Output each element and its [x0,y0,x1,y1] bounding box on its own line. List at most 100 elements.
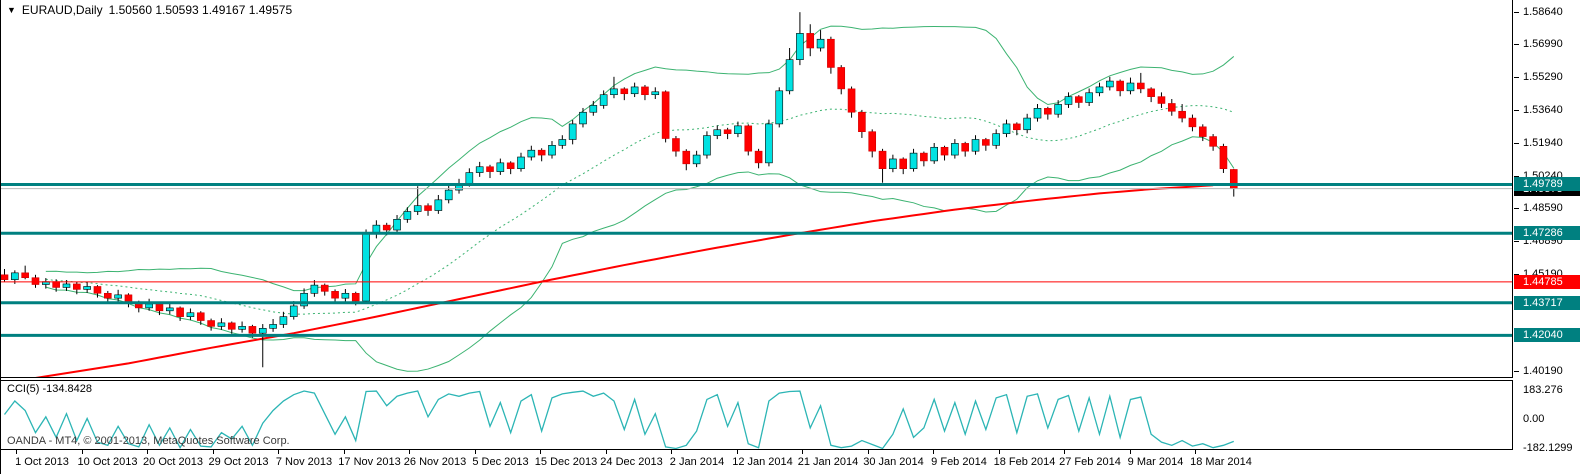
bull-candle [517,156,525,169]
horizontal-level-badge: 1.43717 [1514,295,1580,310]
bull-candle [765,123,773,164]
x-axis[interactable]: 1 Oct 2013 10 Oct 2013 20 Oct 2013 29 Oct 2… [1,450,1513,474]
y-axis-tick [1514,241,1519,242]
bear-candle [858,111,866,133]
horizontal-level-badge: 1.47286 [1514,226,1580,241]
bull-candle [165,307,174,312]
horizontal-level-badge: 1.49789 [1514,177,1580,192]
cci-scale-label: 183.276 [1523,384,1563,396]
cci-scale-label: -182.1299 [1523,441,1573,454]
bear-candle [899,158,908,169]
bull-candle [1064,96,1073,105]
bear-candle [982,139,990,146]
trend-ma-line [35,184,1214,377]
bull-candle [785,59,794,92]
horizontal-level-badge: 1.42040 [1514,328,1580,343]
chart-title: ▼ EURAUD,Daily 1.50560 1.50593 1.49167 1… [7,3,292,17]
ohlc-readout: 1.50560 1.50593 1.49167 1.49575 [108,3,293,17]
bear-candle [227,322,236,330]
bear-candle [1116,80,1124,92]
bull-candle [258,328,267,334]
x-axis-date-label: 26 Nov 2013 [403,456,467,468]
x-axis-date-label: 1 Oct 2013 [15,456,69,468]
candlestick-canvas[interactable] [1,0,1512,377]
bear-candle [486,166,494,172]
bull-candle [713,129,722,136]
bear-candle [1147,88,1155,97]
x-axis-date-label: 9 Mar 2014 [1127,456,1184,468]
bear-candle [920,152,928,162]
bull-candle [548,145,556,156]
bull-candle [1095,86,1104,94]
bull-candle [558,139,567,146]
bull-candle [1023,117,1031,131]
x-axis-date-label: 21 Jan 2014 [797,456,859,468]
bull-candle [289,305,298,317]
bull-candle [589,105,598,113]
y-axis-tick [1514,371,1519,372]
cci-scale-label: 0.00 [1523,413,1545,425]
bull-candle [610,88,618,96]
bear-candle [1157,96,1166,104]
x-axis-date-label: 5 Dec 2013 [472,456,529,468]
bull-candle [951,143,959,156]
bull-candle [341,292,350,299]
cci-indicator-panel[interactable]: CCI(5) -134.8428 OANDA - MT4, © 2001-201… [1,380,1513,450]
x-axis-tick [736,450,738,454]
bull-candle [796,33,804,60]
bear-candle [1,274,9,280]
bear-candle [1198,126,1207,137]
bull-candle [11,272,19,280]
bear-candle [248,326,257,334]
bear-candle [620,88,629,95]
bull-candle [1033,108,1042,119]
bull-candle [475,166,484,173]
bull-candle [630,86,639,95]
bull-candle [651,91,660,96]
bollinger-upper-band [45,25,1235,292]
bear-candle [723,129,732,134]
bull-candle [186,312,195,317]
x-axis-tick [1195,450,1196,454]
bear-candle [1075,96,1083,103]
bear-candle [351,292,360,302]
bear-candle [382,224,391,231]
y-axis-tick-label: 1.51940 [1523,136,1563,149]
bear-candle [331,291,339,299]
bear-candle [754,150,763,164]
bull-candle [909,152,918,169]
y-axis-tick-label: 1.58640 [1523,6,1563,19]
symbol-dropdown-icon[interactable]: ▼ [7,5,16,15]
bull-candle [992,133,1000,146]
x-axis-tick [998,450,1000,454]
x-axis-tick [278,450,279,454]
bear-candle [31,277,40,285]
y-axis-tick [1514,77,1519,78]
bear-candle [1044,108,1052,115]
y-axis-tick [1514,44,1519,45]
bear-candle [806,33,815,49]
bear-candle [961,143,969,152]
bull-candle [579,111,587,125]
bear-candle [93,286,102,294]
bear-candle [320,284,329,292]
y-axis-tick-label: 1.55290 [1523,71,1563,84]
x-axis-date-label: 9 Feb 2014 [931,456,987,468]
bear-candle [878,150,887,169]
bull-candle [269,324,277,329]
bear-candle [506,162,515,169]
symbol-label: EURAUD,Daily [21,3,103,17]
x-axis-tick [343,450,345,454]
x-axis-date-label: 2 Jan 2014 [669,456,725,468]
x-axis-date-label: 17 Nov 2013 [338,456,401,468]
bull-candle [599,94,608,106]
bear-candle [827,38,835,68]
bull-candle [1085,92,1093,103]
bear-candle [1219,146,1228,169]
x-axis-date-label: 7 Nov 2013 [275,456,333,468]
cci-canvas[interactable] [1,381,1511,449]
bull-candle [279,316,288,325]
bear-candle [1013,123,1021,131]
y-axis[interactable]: 1.58640 1.56990 1.55290 1.53640 1.51940 1.502… [1514,0,1580,474]
main-chart-plot[interactable] [1,0,1513,378]
